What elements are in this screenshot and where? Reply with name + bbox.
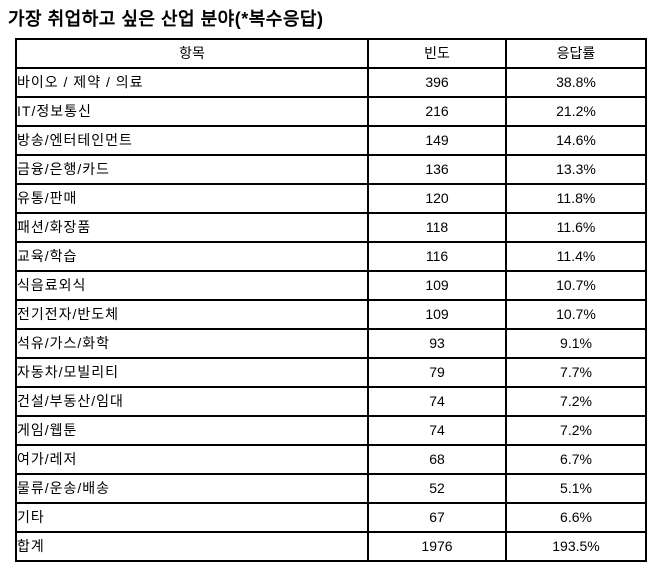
row-item-cell: 합계 [15,531,369,562]
row-frequency-cell: 74 [367,415,507,446]
row-response-rate-cell: 6.6% [505,502,647,533]
table-row: 여가/레저 68 6.7% [15,444,647,475]
column-header-response-rate: 응답률 [505,38,647,69]
row-response-rate-cell: 10.7% [505,270,647,301]
row-response-rate-cell: 193.5% [505,531,647,562]
row-response-rate-cell: 38.8% [505,67,647,98]
table-row: 기타 67 6.6% [15,502,647,533]
row-item-cell: 식음료외식 [15,270,369,301]
row-frequency-cell: 216 [367,96,507,127]
table-row: 금융/은행/카드 136 13.3% [15,154,647,185]
row-item-cell: 전기전자/반도체 [15,299,369,330]
table-row: 전기전자/반도체 109 10.7% [15,299,647,330]
industry-preference-table: 항목 빈도 응답률 바이오 / 제약 / 의료 396 38.8% IT/정보통신 21… [15,38,647,562]
row-response-rate-cell: 9.1% [505,328,647,359]
row-response-rate-cell: 7.2% [505,415,647,446]
row-frequency-cell: 396 [367,67,507,98]
row-item-cell: 유통/판매 [15,183,369,214]
row-item-cell: 패션/화장품 [15,212,369,243]
table-row: 석유/가스/화학 93 9.1% [15,328,647,359]
row-frequency-cell: 109 [367,270,507,301]
row-response-rate-cell: 10.7% [505,299,647,330]
row-response-rate-cell: 14.6% [505,125,647,156]
table-row: 식음료외식 109 10.7% [15,270,647,301]
row-item-cell: 교육/학습 [15,241,369,272]
row-response-rate-cell: 21.2% [505,96,647,127]
table-total-row: 합계 1976 193.5% [15,531,647,562]
row-item-cell: 석유/가스/화학 [15,328,369,359]
row-response-rate-cell: 6.7% [505,444,647,475]
row-frequency-cell: 136 [367,154,507,185]
row-frequency-cell: 1976 [367,531,507,562]
row-frequency-cell: 52 [367,473,507,504]
row-response-rate-cell: 13.3% [505,154,647,185]
row-item-cell: IT/정보통신 [15,96,369,127]
row-item-cell: 방송/엔터테인먼트 [15,125,369,156]
column-header-item: 항목 [15,38,369,69]
row-item-cell: 자동차/모빌리티 [15,357,369,388]
table-row: 게임/웹툰 74 7.2% [15,415,647,446]
row-response-rate-cell: 7.7% [505,357,647,388]
row-item-cell: 여가/레저 [15,444,369,475]
row-item-cell: 게임/웹툰 [15,415,369,446]
row-item-cell: 기타 [15,502,369,533]
row-frequency-cell: 93 [367,328,507,359]
row-response-rate-cell: 11.6% [505,212,647,243]
table-row: 바이오 / 제약 / 의료 396 38.8% [15,67,647,98]
table-row: 패션/화장품 118 11.6% [15,212,647,243]
row-frequency-cell: 67 [367,502,507,533]
row-frequency-cell: 74 [367,386,507,417]
row-frequency-cell: 109 [367,299,507,330]
row-response-rate-cell: 11.4% [505,241,647,272]
row-item-cell: 건설/부동산/임대 [15,386,369,417]
table-row: 교육/학습 116 11.4% [15,241,647,272]
row-response-rate-cell: 5.1% [505,473,647,504]
table-row: 건설/부동산/임대 74 7.2% [15,386,647,417]
table-row: 유통/판매 120 11.8% [15,183,647,214]
row-frequency-cell: 68 [367,444,507,475]
row-response-rate-cell: 11.8% [505,183,647,214]
row-response-rate-cell: 7.2% [505,386,647,417]
row-frequency-cell: 118 [367,212,507,243]
row-item-cell: 금융/은행/카드 [15,154,369,185]
row-frequency-cell: 79 [367,357,507,388]
row-item-cell: 바이오 / 제약 / 의료 [15,67,369,98]
row-frequency-cell: 120 [367,183,507,214]
page-title: 가장 취업하고 싶은 산업 분야(*복수응답) [8,9,324,29]
table-body: 바이오 / 제약 / 의료 396 38.8% IT/정보통신 216 21.2% 방송/엔… [15,67,647,562]
table-row: 자동차/모빌리티 79 7.7% [15,357,647,388]
table-row: 물류/운송/배송 52 5.1% [15,473,647,504]
column-header-frequency: 빈도 [367,38,507,69]
row-item-cell: 물류/운송/배송 [15,473,369,504]
table-header-row: 항목 빈도 응답률 [15,38,647,69]
table-row: 방송/엔터테인먼트 149 14.6% [15,125,647,156]
row-frequency-cell: 116 [367,241,507,272]
table-row: IT/정보통신 216 21.2% [15,96,647,127]
row-frequency-cell: 149 [367,125,507,156]
